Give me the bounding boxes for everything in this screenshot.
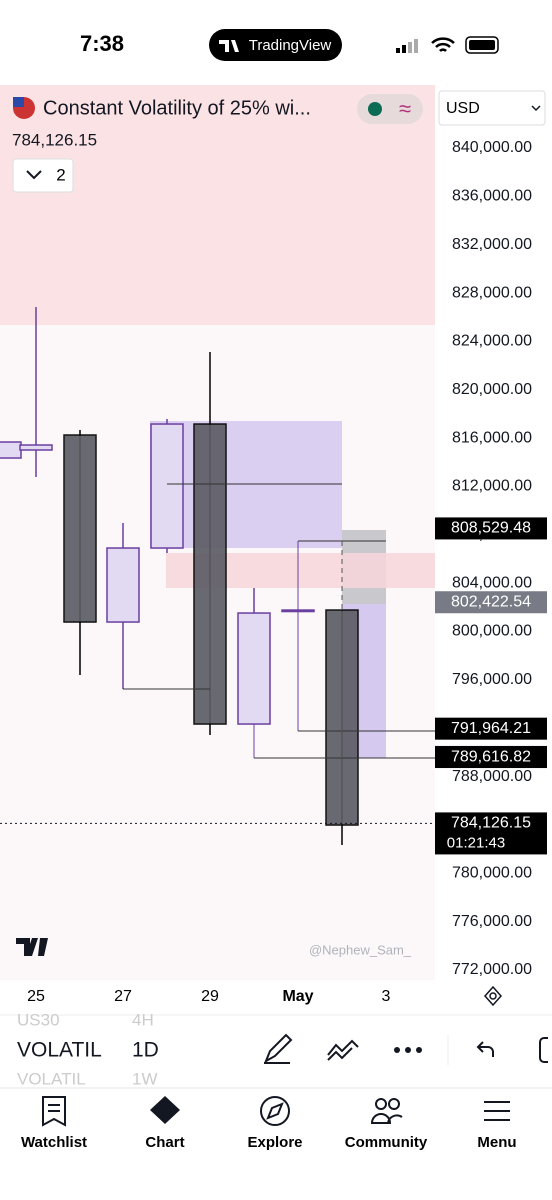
candle-body xyxy=(237,612,271,725)
candle-body xyxy=(0,441,22,459)
nav-label[interactable]: Menu xyxy=(477,1134,516,1151)
y-tick-label: 824,000.00 xyxy=(452,333,532,350)
draw-icon[interactable] xyxy=(264,1033,293,1064)
watchlist-icon[interactable] xyxy=(42,1096,66,1127)
nav-label[interactable]: Watchlist xyxy=(21,1134,87,1151)
candle-body xyxy=(150,423,184,549)
chart-icon[interactable] xyxy=(150,1096,180,1124)
price-label: 784,126.15 xyxy=(451,815,531,832)
y-tick-label: 780,000.00 xyxy=(452,865,532,882)
explore-icon xyxy=(266,1102,284,1120)
price-label: 789,616.82 xyxy=(451,748,531,765)
y-tick-label: 832,000.00 xyxy=(452,236,532,253)
y-tick-label: 816,000.00 xyxy=(452,429,532,446)
nav-label[interactable]: Community xyxy=(345,1134,428,1151)
more-icon[interactable] xyxy=(394,1047,422,1053)
candle-body xyxy=(106,547,140,623)
symbol[interactable]: VOLATIL xyxy=(17,1039,102,1062)
symbol-faded: US30 xyxy=(17,1010,60,1029)
interval-faded: 4H xyxy=(132,1010,154,1029)
x-label: 29 xyxy=(201,988,219,1005)
app-name: TradingView xyxy=(249,37,332,54)
settings-icon[interactable] xyxy=(483,985,503,1007)
status-time: 7:38 xyxy=(80,31,124,56)
interval-faded: 1W xyxy=(132,1069,158,1088)
community-icon xyxy=(375,1098,387,1110)
countdown: 01:21:43 xyxy=(447,834,505,851)
price-label-bg xyxy=(435,746,547,769)
wifi-icon xyxy=(431,37,455,52)
y-tick-label: 776,000.00 xyxy=(452,913,532,930)
y-tick-label: 788,000.00 xyxy=(452,768,532,785)
price-label: 791,964.21 xyxy=(451,720,531,737)
fullscreen-icon[interactable] xyxy=(539,1037,548,1063)
y-tick-label: 836,000.00 xyxy=(452,188,532,205)
nav-label[interactable]: Explore xyxy=(247,1134,302,1151)
menu-icon[interactable] xyxy=(484,1101,510,1121)
price-label-bg xyxy=(435,812,547,855)
price-label-bg xyxy=(435,591,547,614)
collapse-count: 2 xyxy=(56,165,65,184)
y-tick-label: 804,000.00 xyxy=(452,574,532,591)
y-tick-label: 812,000.00 xyxy=(452,478,532,495)
watermark: @Nephew_Sam_ xyxy=(309,942,412,957)
interval[interactable]: 1D xyxy=(132,1039,159,1062)
battery-level xyxy=(469,40,495,50)
x-label: May xyxy=(282,988,313,1005)
community-icon[interactable] xyxy=(370,1113,403,1124)
y-tick-label: 800,000.00 xyxy=(452,623,532,640)
indicator-price: 784,126.15 xyxy=(12,130,97,149)
x-label: 3 xyxy=(382,988,391,1005)
y-tick-label: 820,000.00 xyxy=(452,381,532,398)
candle-body xyxy=(325,609,359,826)
signal-icon xyxy=(396,39,418,53)
indicator-icon[interactable] xyxy=(327,1039,359,1061)
y-tick-label: 772,000.00 xyxy=(452,961,532,978)
price-label: 802,422.54 xyxy=(451,593,531,610)
symbol-faded: VOLATIL xyxy=(17,1069,86,1088)
candle-body xyxy=(19,444,53,451)
status-dot xyxy=(368,102,382,116)
app-pill xyxy=(209,29,342,61)
flag-icon xyxy=(13,97,24,107)
y-tick-label: 796,000.00 xyxy=(452,671,532,688)
y-tick-label: 840,000.00 xyxy=(452,139,532,156)
price-label-bg xyxy=(435,517,547,540)
settings-icon xyxy=(489,992,497,1000)
x-label: 27 xyxy=(114,988,132,1005)
tv-logo xyxy=(16,938,48,956)
nav-label[interactable]: Chart xyxy=(145,1134,184,1151)
chevron xyxy=(26,170,42,180)
collapse-button[interactable] xyxy=(12,158,74,193)
price-label-bg xyxy=(435,717,547,740)
zone-top xyxy=(0,85,435,325)
candle-body xyxy=(193,423,227,725)
undo-icon[interactable] xyxy=(476,1041,494,1057)
wave-icon: ≈ xyxy=(399,96,411,121)
explore-icon[interactable] xyxy=(260,1096,290,1126)
indicator-title: Constant Volatility of 25% wi... xyxy=(43,97,311,119)
candle-body xyxy=(63,434,97,623)
battery-icon xyxy=(465,36,499,54)
x-label: 25 xyxy=(27,988,45,1005)
y-tick-label: 828,000.00 xyxy=(452,284,532,301)
currency-select[interactable] xyxy=(438,90,546,126)
app-logo xyxy=(219,40,239,52)
chevron xyxy=(531,105,541,112)
community-icon xyxy=(388,1098,400,1110)
currency: USD xyxy=(446,100,480,117)
status-pill xyxy=(357,94,423,124)
price-label: 808,529.48 xyxy=(451,520,531,537)
